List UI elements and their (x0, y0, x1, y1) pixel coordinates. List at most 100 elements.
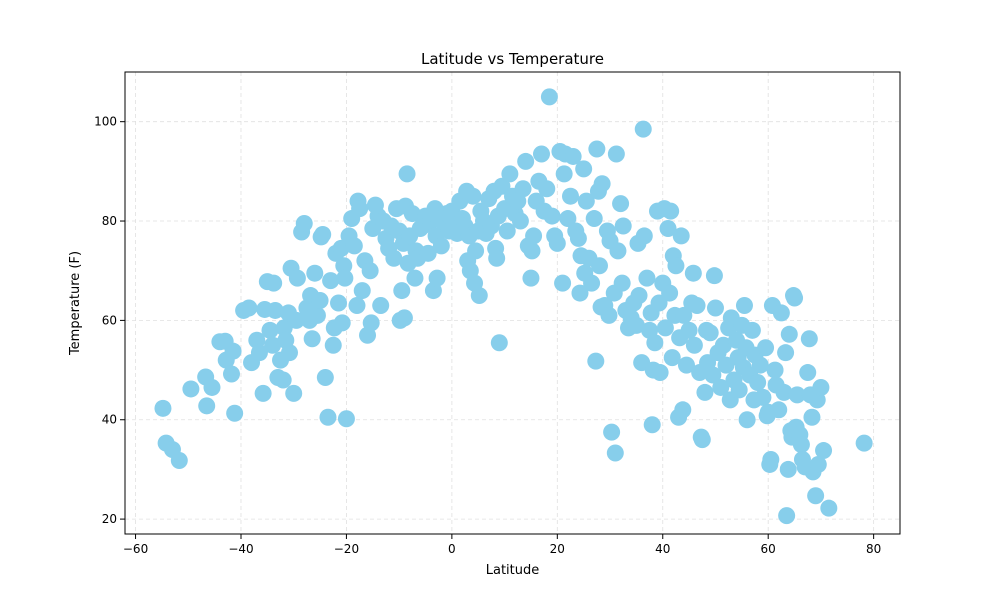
data-point (714, 336, 732, 354)
data-point (280, 344, 298, 362)
data-point (361, 262, 379, 280)
data-point (198, 397, 216, 415)
data-point (627, 316, 645, 334)
data-point (575, 160, 593, 178)
data-point (488, 249, 506, 267)
x-tick-label: 40 (655, 542, 670, 556)
y-axis-ticks: 20 40 60 80 100 (94, 115, 125, 526)
data-point (240, 299, 258, 317)
data-point (651, 364, 669, 382)
data-point (688, 296, 706, 314)
y-tick-label: 100 (94, 115, 117, 129)
data-point (182, 380, 200, 398)
data-point (287, 311, 305, 329)
data-point (498, 222, 516, 240)
y-tick-label: 80 (102, 214, 117, 228)
data-point (807, 487, 825, 505)
data-point (643, 416, 661, 434)
data-point (803, 408, 821, 426)
data-point (330, 294, 348, 312)
data-point (250, 344, 268, 362)
data-point (662, 202, 680, 220)
data-point (674, 401, 692, 419)
x-axis-label: Latitude (486, 563, 540, 578)
data-point (607, 145, 625, 163)
data-point (743, 321, 761, 339)
data-point (345, 237, 363, 255)
chart-title: Latitude vs Temperature (421, 50, 604, 68)
data-point (696, 383, 714, 401)
data-point (588, 140, 606, 158)
data-point (656, 319, 674, 337)
data-point (590, 257, 608, 275)
data-point (532, 145, 550, 163)
plot-frame (124, 71, 901, 535)
data-point (712, 378, 730, 396)
data-point (663, 349, 681, 367)
data-point (303, 330, 321, 348)
data-point (661, 284, 679, 302)
data-point (693, 431, 711, 449)
data-point (634, 120, 652, 138)
data-point (548, 234, 566, 252)
x-tick-label: −40 (228, 542, 253, 556)
data-point (786, 289, 804, 307)
data-point (372, 296, 390, 314)
y-tick-label: 40 (102, 413, 117, 427)
data-point (467, 242, 485, 260)
data-point (348, 296, 366, 314)
data-point (730, 381, 748, 399)
data-point (308, 306, 326, 324)
data-point (288, 269, 306, 287)
data-point (554, 274, 572, 292)
data-point (170, 451, 188, 469)
data-point (398, 165, 416, 183)
data-point (788, 386, 806, 404)
data-point (203, 378, 221, 396)
data-point (614, 217, 632, 235)
data-point (672, 227, 690, 245)
data-point (306, 264, 324, 282)
data-point (254, 384, 272, 402)
data-point (154, 399, 172, 417)
data-point (226, 404, 244, 422)
x-tick-label: −20 (334, 542, 359, 556)
data-point (780, 325, 798, 343)
data-point (754, 388, 772, 406)
data-point (403, 205, 421, 223)
data-point (564, 147, 582, 165)
data-point (792, 436, 810, 454)
data-point (593, 175, 611, 193)
data-point (685, 336, 703, 354)
data-point (717, 356, 735, 374)
data-point (538, 180, 556, 198)
data-point (603, 423, 621, 441)
data-point (735, 296, 753, 314)
y-tick-label: 60 (102, 313, 117, 327)
data-point (337, 410, 355, 428)
data-points (154, 88, 873, 525)
data-point (777, 344, 795, 362)
data-point (222, 365, 240, 383)
data-point (609, 242, 627, 260)
data-point (800, 330, 818, 348)
data-point (470, 287, 488, 305)
data-point (561, 187, 579, 205)
x-tick-label: 20 (550, 542, 565, 556)
data-point (490, 334, 508, 352)
data-point (275, 319, 293, 337)
data-point (555, 165, 573, 183)
data-point (775, 383, 793, 401)
data-point (705, 267, 723, 285)
data-point (684, 264, 702, 282)
data-point (353, 282, 371, 300)
data-point (324, 336, 342, 354)
data-point (587, 352, 605, 370)
data-point (772, 304, 790, 322)
data-point (336, 269, 354, 287)
data-point (314, 225, 332, 243)
data-point (701, 324, 719, 342)
data-point (285, 384, 303, 402)
data-point (612, 195, 630, 213)
